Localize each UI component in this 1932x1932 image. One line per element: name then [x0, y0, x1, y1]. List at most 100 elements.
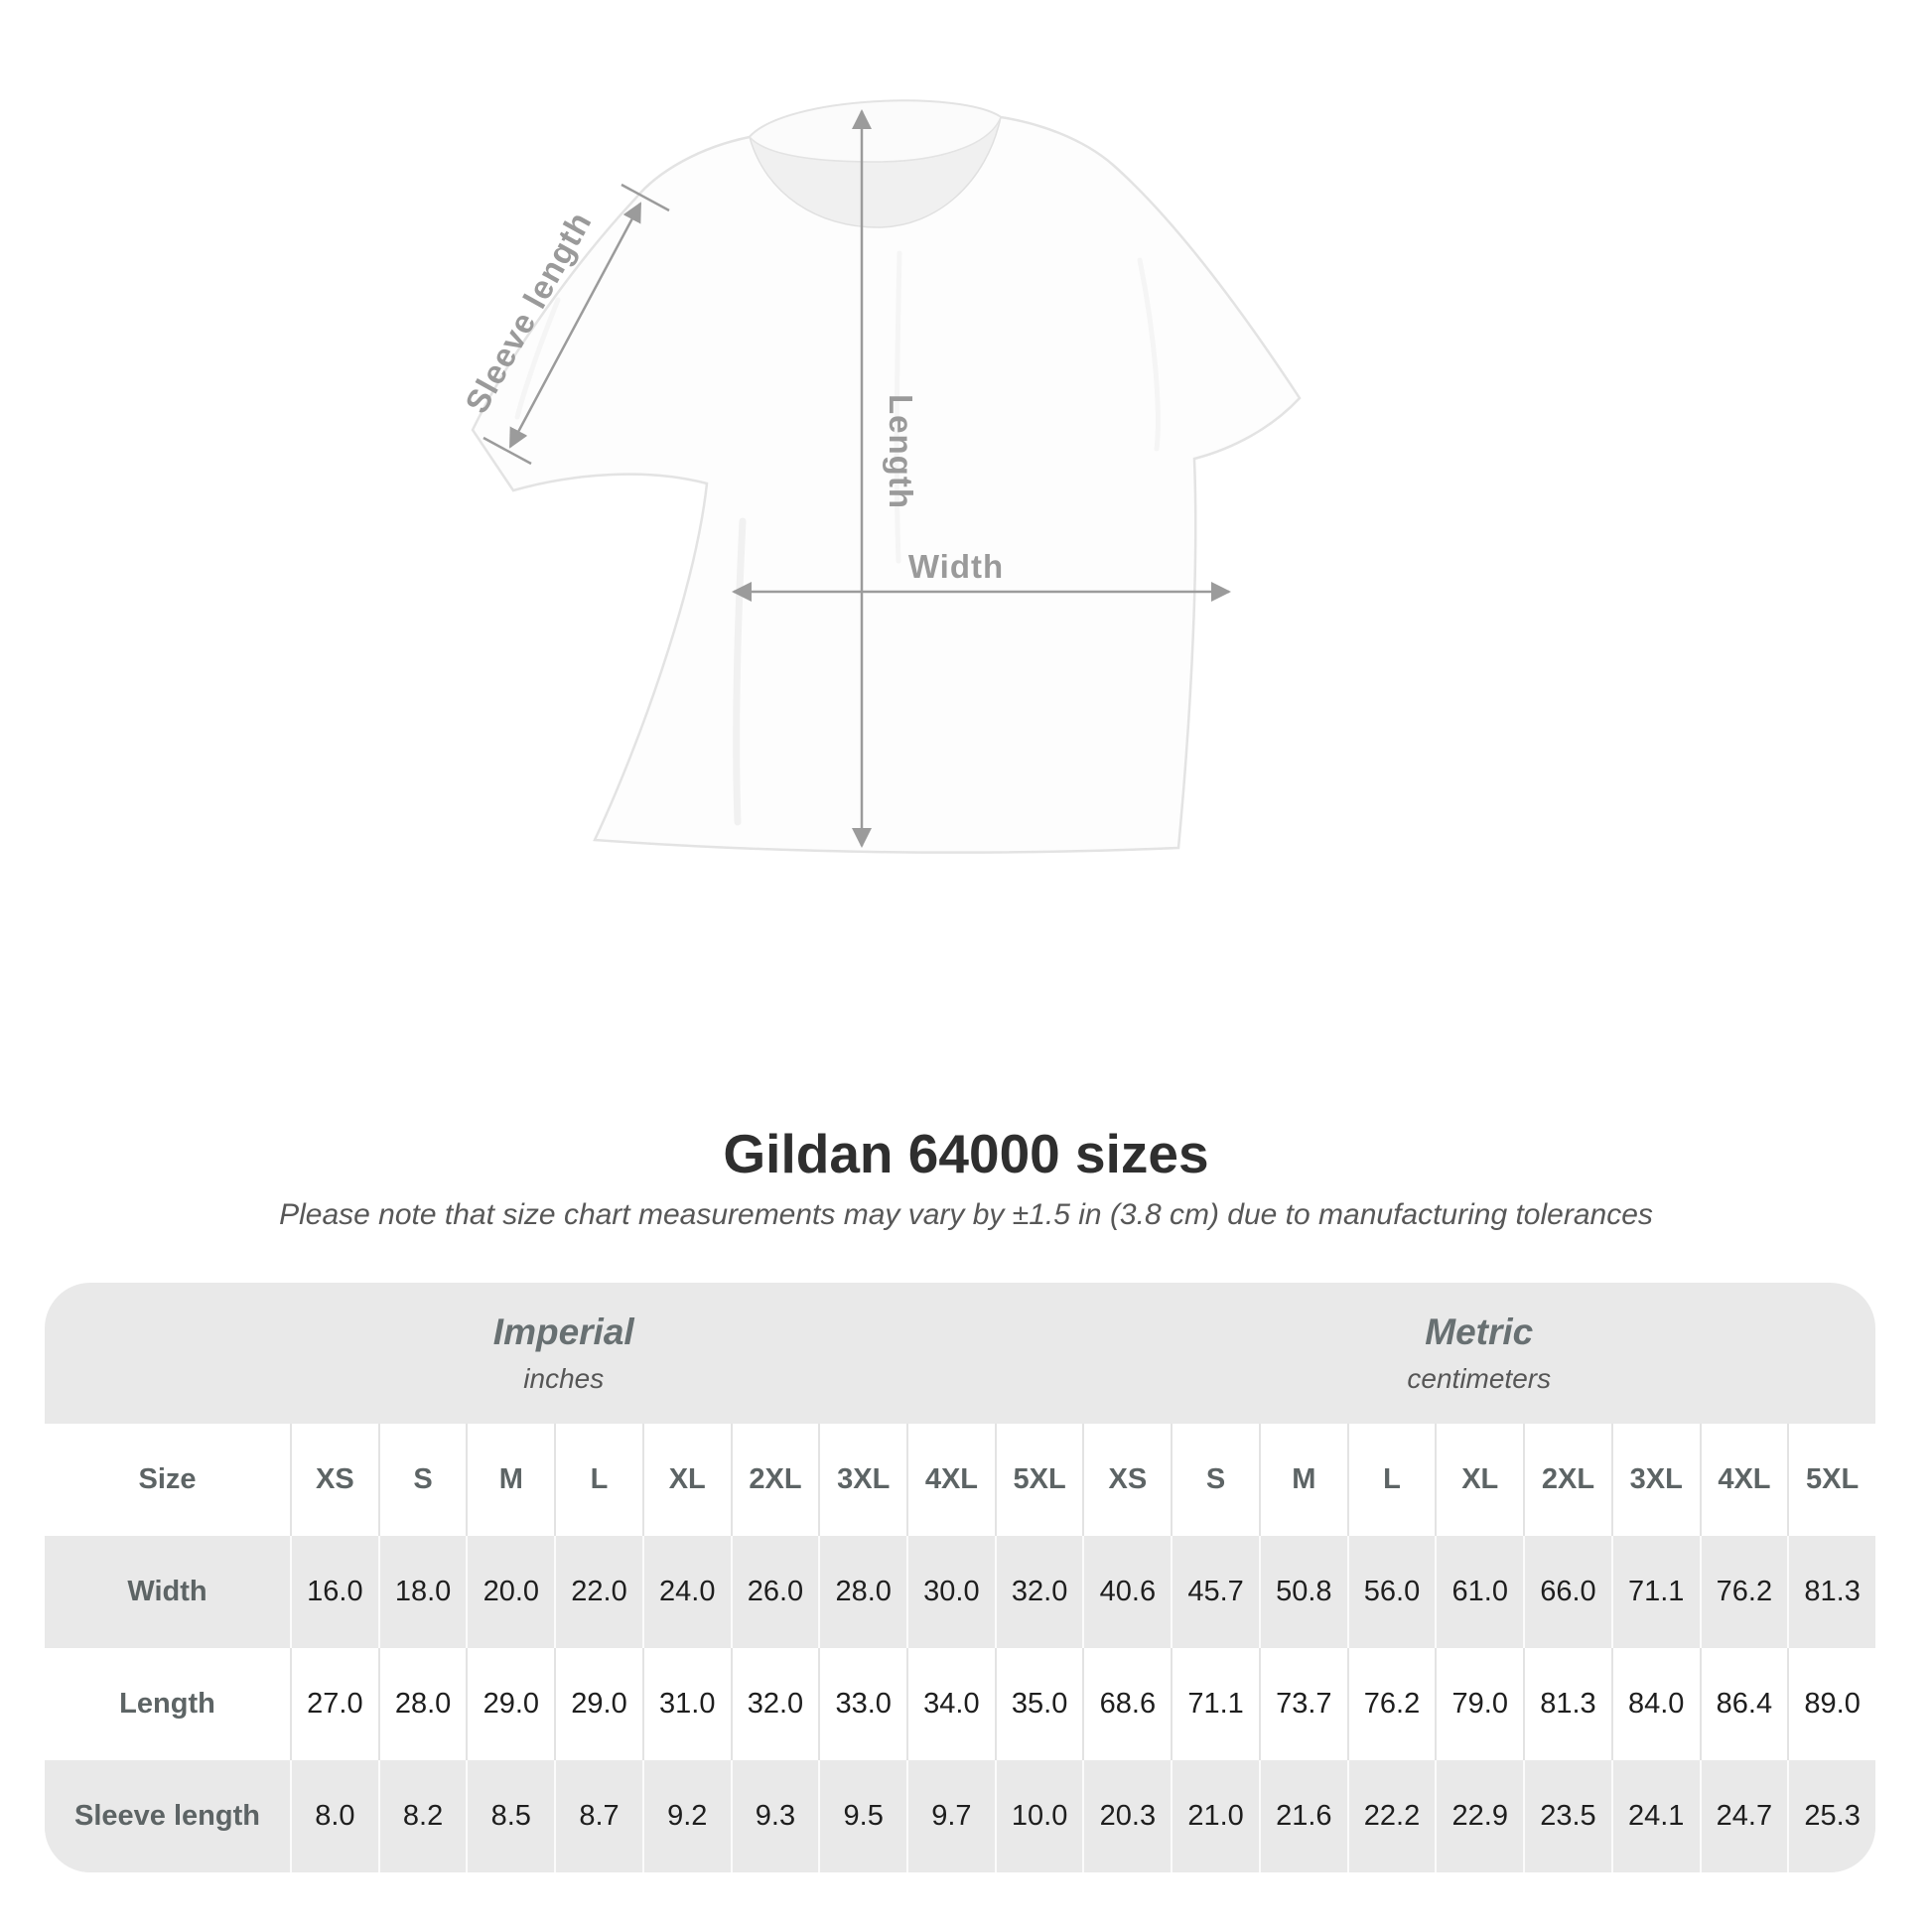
size-header-imperial-xl: XL [641, 1424, 731, 1536]
length-metric-3xl: 84.0 [1610, 1648, 1700, 1760]
sleeve-bottom-tick [483, 436, 532, 466]
length-metric-m: 73.7 [1258, 1648, 1347, 1760]
imperial-group-header: Imperial inches [45, 1311, 1083, 1395]
size-header-metric-m: M [1258, 1424, 1347, 1536]
size-header-imperial-2xl: 2XL [730, 1424, 819, 1536]
size-header-metric-4xl: 4XL [1699, 1424, 1788, 1536]
sleeve-metric-5xl: 25.3 [1787, 1760, 1875, 1872]
fabric-fold-right [1137, 257, 1161, 452]
fabric-fold-left [733, 517, 747, 826]
sleeve-metric-xs: 20.3 [1082, 1760, 1171, 1872]
size-header-metric-s: S [1171, 1424, 1259, 1536]
sleeve-imperial-4xl: 9.7 [906, 1760, 995, 1872]
length-metric-2xl: 81.3 [1523, 1648, 1611, 1760]
length-metric-xl: 79.0 [1435, 1648, 1523, 1760]
sleeve-imperial-3xl: 9.5 [818, 1760, 906, 1872]
sleeve-imperial-xs: 8.0 [290, 1760, 378, 1872]
size-header-imperial-m: M [466, 1424, 554, 1536]
sleeve-top-tick [621, 183, 670, 212]
metric-label: Metric [1425, 1311, 1534, 1352]
width-imperial-xl: 24.0 [641, 1536, 731, 1648]
length-imperial-3xl: 33.0 [818, 1648, 906, 1760]
length-imperial-l: 29.0 [554, 1648, 642, 1760]
width-metric-xs: 40.6 [1082, 1536, 1171, 1648]
size-header-imperial-s: S [377, 1424, 467, 1536]
width-metric-4xl: 76.2 [1699, 1536, 1788, 1648]
width-imperial-l: 22.0 [554, 1536, 642, 1648]
length-metric-5xl: 89.0 [1787, 1648, 1875, 1760]
sleeve-metric-xl: 22.9 [1435, 1760, 1523, 1872]
width-metric-3xl: 71.1 [1610, 1536, 1700, 1648]
sleeve-metric-m: 21.6 [1258, 1760, 1347, 1872]
sleeve-imperial-xl: 9.2 [641, 1760, 731, 1872]
tolerance-note: Please note that size chart measurements… [279, 1198, 1653, 1231]
row-label-width: Width [127, 1576, 207, 1607]
length-imperial-5xl: 35.0 [994, 1648, 1083, 1760]
width-imperial-5xl: 32.0 [994, 1536, 1083, 1648]
imperial-label: Imperial [492, 1311, 634, 1352]
sleeve-imperial-s: 8.2 [377, 1760, 467, 1872]
size-header-metric-3xl: 3XL [1610, 1424, 1700, 1536]
size-header-imperial-l: L [554, 1424, 642, 1536]
table-header-row: Size XS S M L XL 2XL 3XL 4XL 5XL XS S M … [45, 1424, 1875, 1536]
length-imperial-2xl: 32.0 [730, 1648, 819, 1760]
length-metric-4xl: 86.4 [1699, 1648, 1788, 1760]
width-metric-2xl: 66.0 [1523, 1536, 1611, 1648]
sleeve-imperial-m: 8.5 [466, 1760, 554, 1872]
table-row-length: Length 27.0 28.0 29.0 29.0 31.0 32.0 33.… [45, 1648, 1875, 1760]
size-header-metric-l: L [1346, 1424, 1436, 1536]
table-row-sleeve-length: Sleeve length 8.0 8.2 8.5 8.7 9.2 9.3 9.… [45, 1760, 1875, 1872]
metric-unit-label: centimeters [1407, 1363, 1552, 1394]
imperial-unit-label: inches [523, 1363, 605, 1394]
fabric-fold-center [894, 250, 902, 564]
length-metric-xs: 68.6 [1082, 1648, 1171, 1760]
size-header-imperial-5xl: 5XL [994, 1424, 1083, 1536]
length-metric-l: 76.2 [1346, 1648, 1436, 1760]
width-imperial-s: 18.0 [377, 1536, 467, 1648]
row-label-sleeve-length: Sleeve length [74, 1800, 260, 1832]
width-metric-m: 50.8 [1258, 1536, 1347, 1648]
width-imperial-2xl: 26.0 [730, 1536, 819, 1648]
length-metric-s: 71.1 [1171, 1648, 1259, 1760]
width-metric-5xl: 81.3 [1787, 1536, 1875, 1648]
width-metric-s: 45.7 [1171, 1536, 1259, 1648]
row-label-length: Length [119, 1688, 215, 1720]
size-header-metric-2xl: 2XL [1523, 1424, 1611, 1536]
width-imperial-m: 20.0 [466, 1536, 554, 1648]
page-title: Gildan 64000 sizes [723, 1123, 1209, 1184]
sleeve-metric-s: 21.0 [1171, 1760, 1259, 1872]
metric-group-header: Metric centimeters [1083, 1311, 1876, 1395]
length-imperial-xs: 27.0 [290, 1648, 378, 1760]
sleeve-imperial-2xl: 9.3 [730, 1760, 819, 1872]
length-imperial-xl: 31.0 [641, 1648, 731, 1760]
size-header-imperial-3xl: 3XL [818, 1424, 906, 1536]
unit-group-header-band: Imperial inches Metric centimeters [45, 1283, 1875, 1424]
width-label: Width [908, 548, 1004, 585]
sleeve-metric-3xl: 24.1 [1610, 1760, 1700, 1872]
width-metric-xl: 61.0 [1435, 1536, 1523, 1648]
size-header-imperial-xs: XS [290, 1424, 378, 1536]
size-header-imperial-4xl: 4XL [906, 1424, 995, 1536]
size-header-metric-xl: XL [1435, 1424, 1523, 1536]
sleeve-metric-2xl: 23.5 [1523, 1760, 1611, 1872]
sleeve-dimension-line [508, 202, 642, 449]
sleeve-metric-4xl: 24.7 [1699, 1760, 1788, 1872]
size-table: Imperial inches Metric centimeters Size … [45, 1283, 1875, 1872]
sleeve-imperial-l: 8.7 [554, 1760, 642, 1872]
size-column-header: Size [138, 1463, 197, 1495]
title-block: Gildan 64000 sizes Please note that size… [0, 1124, 1932, 1233]
length-imperial-4xl: 34.0 [906, 1648, 995, 1760]
width-imperial-xs: 16.0 [290, 1536, 378, 1648]
size-header-metric-xs: XS [1082, 1424, 1171, 1536]
length-imperial-m: 29.0 [466, 1648, 554, 1760]
size-header-metric-5xl: 5XL [1787, 1424, 1875, 1536]
sleeve-imperial-5xl: 10.0 [994, 1760, 1083, 1872]
length-imperial-s: 28.0 [377, 1648, 467, 1760]
tshirt-body-path [471, 99, 1302, 854]
width-metric-l: 56.0 [1346, 1536, 1436, 1648]
table-row-width: Width 16.0 18.0 20.0 22.0 24.0 26.0 28.0… [45, 1536, 1875, 1648]
width-imperial-4xl: 30.0 [906, 1536, 995, 1648]
sleeve-metric-l: 22.2 [1346, 1760, 1436, 1872]
